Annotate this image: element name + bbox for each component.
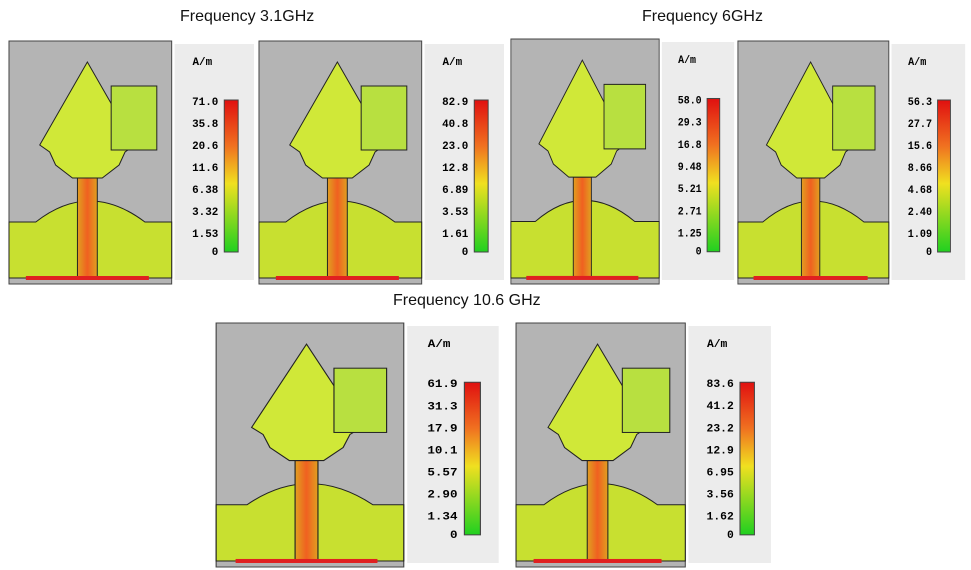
field-panel: A/m 82.9 40.8 23.0 12.8 6.89 3.53 1.61 0: [258, 40, 506, 285]
scale-tick-label: 5.57: [427, 466, 457, 479]
scale-tick-label: 1.53: [192, 229, 219, 241]
port-line: [26, 276, 149, 280]
unit-label: A/m: [443, 57, 463, 69]
scale-tick-label: 16.8: [678, 139, 702, 152]
scale-tick-label: 35.8: [192, 119, 218, 131]
feed-line: [801, 178, 819, 278]
scale-tick-label: 10.1: [427, 444, 457, 457]
scale-tick-label: 2.40: [908, 207, 932, 219]
scale-tick-label: 1.61: [442, 229, 469, 241]
scale-tick-label: 23.0: [442, 141, 468, 153]
scale-tick-label: 41.2: [707, 401, 735, 413]
scale-tick-label: 11.6: [192, 163, 218, 175]
scale-tick-label: 17.9: [427, 422, 457, 435]
scale-tick-label: 6.38: [192, 185, 218, 197]
scale-tick-label: 23.2: [707, 423, 735, 435]
scale-tick-label: 12.9: [707, 446, 735, 458]
color-bar: [224, 100, 238, 252]
color-bar: [938, 100, 951, 252]
scale-tick-label: 0: [212, 247, 219, 259]
scale-tick-label: 0: [926, 247, 932, 259]
parasitic-patch: [604, 84, 646, 149]
scale-tick-label: 82.9: [442, 97, 468, 109]
scale-tick-label: 2.71: [678, 206, 702, 219]
scale-tick-label: 29.3: [678, 117, 702, 130]
scale-tick-label: 3.32: [192, 207, 218, 219]
port-line: [754, 276, 868, 280]
port-line: [276, 276, 399, 280]
field-panel: A/m 56.3 27.7 15.6 8.66 4.68 2.40 1.09 0: [737, 40, 967, 285]
scale-tick-label: 3.53: [442, 207, 469, 219]
unit-label: A/m: [193, 57, 213, 69]
scale-tick-label: 6.89: [442, 185, 468, 197]
scale-tick-label: 0: [696, 246, 702, 259]
scale-tick-label: 61.9: [427, 378, 457, 391]
scale-tick-label: 3.56: [707, 490, 735, 502]
scale-tick-label: 1.25: [678, 228, 702, 241]
scale-tick-label: 40.8: [442, 119, 468, 131]
parasitic-patch: [361, 86, 407, 150]
feed-line: [77, 178, 97, 278]
scale-tick-label: 27.7: [908, 119, 932, 131]
scale-tick-label: 56.3: [908, 97, 932, 109]
scale-tick-label: 9.48: [678, 162, 702, 175]
heading: Frequency 10.6 GHz: [393, 292, 541, 310]
scale-tick-label: 1.62: [707, 512, 735, 524]
unit-label: A/m: [428, 338, 451, 351]
scale-tick-label: 71.0: [192, 97, 218, 109]
port-line: [526, 276, 638, 280]
port-line: [534, 559, 662, 563]
unit-label: A/m: [707, 339, 728, 351]
scale-tick-label: 1.34: [427, 510, 457, 523]
field-panel: A/m 61.9 31.3 17.9 10.1 5.57 2.90 1.34 0: [215, 322, 501, 568]
scale-tick-label: 4.68: [908, 185, 932, 197]
feed-line: [573, 177, 591, 278]
heading: Frequency 6GHz: [642, 8, 763, 26]
unit-label: A/m: [908, 57, 926, 69]
parasitic-patch: [622, 368, 669, 432]
parasitic-patch: [111, 86, 157, 150]
feed-line: [587, 461, 608, 561]
field-panel: A/m 71.0 35.8 20.6 11.6 6.38 3.32 1.53 0: [8, 40, 256, 285]
color-bar: [474, 100, 488, 252]
scale-tick-label: 83.6: [707, 379, 735, 391]
feed-line: [327, 178, 347, 278]
scale-tick-label: 12.8: [442, 163, 468, 175]
scale-tick-label: 58.0: [678, 95, 702, 108]
scale-tick-label: 0: [727, 530, 734, 542]
color-bar: [707, 98, 720, 251]
scale-tick-label: 15.6: [908, 141, 932, 153]
scale-tick-label: 20.6: [192, 141, 218, 153]
color-bar: [464, 382, 480, 535]
scale-tick-label: 8.66: [908, 163, 932, 175]
scale-box: [688, 326, 771, 563]
scale-tick-label: 6.95: [707, 468, 735, 480]
scale-tick-label: 1.09: [908, 229, 932, 241]
parasitic-patch: [334, 368, 387, 432]
scale-tick-label: 5.21: [678, 184, 702, 197]
page: Frequency 3.1GHz Frequency 6GHz Frequenc…: [0, 0, 971, 570]
parasitic-patch: [833, 86, 875, 150]
scale-tick-label: 0: [450, 528, 458, 541]
feed-line: [295, 461, 318, 561]
scale-tick-label: 0: [462, 247, 469, 259]
scale-tick-label: 2.90: [427, 488, 457, 501]
port-line: [236, 559, 378, 563]
field-panel: A/m 83.6 41.2 23.2 12.9 6.95 3.56 1.62 0: [515, 322, 773, 568]
field-panel: A/m 58.0 29.3 16.8 9.48 5.21 2.71 1.25 0: [510, 38, 736, 285]
heading: Frequency 3.1GHz: [180, 8, 314, 26]
unit-label: A/m: [678, 55, 696, 68]
color-bar: [740, 382, 754, 535]
scale-tick-label: 31.3: [427, 400, 457, 413]
